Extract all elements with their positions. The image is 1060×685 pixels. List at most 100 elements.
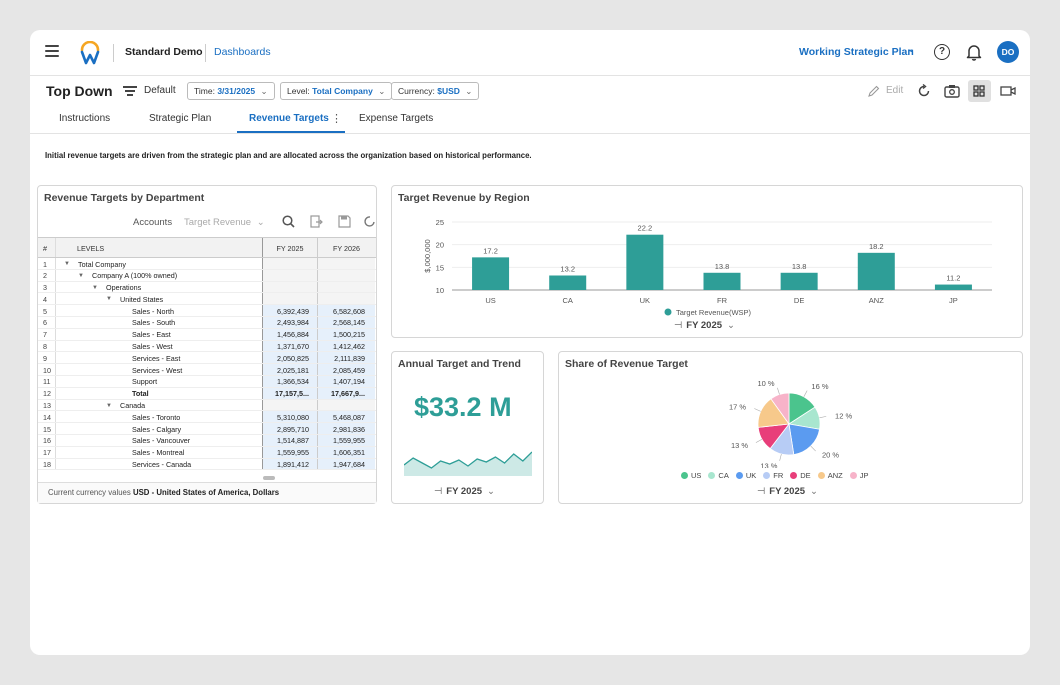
cell-fy2026[interactable]: 2,111,839 (317, 352, 375, 364)
table-row[interactable]: 1 ▼ Total Company (38, 258, 376, 270)
cell-fy2025[interactable]: 1,559,955 (262, 446, 317, 458)
table-row[interactable]: 8 Sales - West 1,371,670 1,412,462 (38, 340, 376, 353)
workday-logo[interactable] (79, 41, 101, 65)
expand-toggle-icon[interactable]: ▼ (106, 296, 112, 303)
cell-fy2025[interactable] (262, 258, 317, 269)
plan-selector[interactable]: Working Strategic Plan (799, 46, 914, 58)
table-row[interactable]: 6 Sales - South 2,493,984 2,568,145 (38, 316, 376, 329)
cell-fy2025[interactable] (262, 281, 317, 293)
cell-fy2026[interactable]: 1,407,194 (317, 375, 375, 387)
cell-fy2025[interactable]: 2,025,181 (262, 364, 317, 375)
cell-fy2026[interactable]: 1,559,955 (317, 434, 375, 446)
cell-fy2026[interactable] (317, 399, 375, 411)
tab-expense-targets[interactable]: Expense Targets (359, 113, 434, 124)
legend-item-jp[interactable]: JP (843, 471, 868, 480)
cell-fy2025[interactable] (262, 293, 317, 305)
cell-fy2026[interactable]: 2,981,836 (317, 423, 375, 434)
cell-fy2026[interactable]: 1,606,351 (317, 446, 375, 458)
refresh-icon[interactable] (917, 84, 931, 98)
avatar[interactable]: DO (997, 41, 1019, 63)
header-levels[interactable]: LEVELS (77, 244, 105, 253)
cell-fy2025[interactable]: 2,493,984 (262, 316, 317, 328)
cell-fy2026[interactable]: 5,468,087 (317, 411, 375, 423)
pencil-icon[interactable] (868, 85, 880, 97)
header-fy2026[interactable]: FY 2026 (317, 238, 375, 257)
expand-toggle-icon[interactable]: ▼ (106, 402, 112, 409)
presentation-icon[interactable] (1000, 85, 1016, 97)
table-row[interactable]: 17 Sales - Montreal 1,559,955 1,606,351 (38, 446, 376, 459)
level-filter[interactable]: Level: Total Company ⌄ (280, 82, 393, 100)
table-row[interactable]: 16 Sales - Vancouver 1,514,887 1,559,955 (38, 434, 376, 447)
header-fy2025[interactable]: FY 2025 (262, 238, 317, 257)
cell-fy2026[interactable]: 6,582,608 (317, 305, 375, 316)
cell-fy2026[interactable]: 1,412,462 (317, 340, 375, 352)
filter-icon[interactable] (123, 86, 137, 98)
cell-fy2025[interactable]: 2,050,825 (262, 352, 317, 364)
cell-fy2025[interactable]: 5,310,080 (262, 411, 317, 423)
table-row[interactable]: 15 Sales - Calgary 2,895,710 2,981,836 (38, 423, 376, 435)
search-icon[interactable] (282, 215, 295, 228)
cell-fy2026[interactable]: 2,085,459 (317, 364, 375, 375)
table-row[interactable]: 5 Sales - North 6,392,439 6,582,608 (38, 305, 376, 317)
legend-item-anz[interactable]: ANZ (811, 471, 843, 480)
tab-revenue-targets[interactable]: Revenue Targets (249, 113, 329, 124)
expand-toggle-icon[interactable]: ▼ (64, 261, 70, 267)
expand-toggle-icon[interactable]: ▼ (92, 284, 98, 291)
pie-slice-jp[interactable] (770, 392, 790, 426)
table-row[interactable]: 2 ▼ Company A (100% owned) (38, 269, 376, 282)
cell-fy2025[interactable]: 6,392,439 (262, 305, 317, 316)
cell-fy2025[interactable]: 1,371,670 (262, 340, 317, 352)
table-row[interactable]: 7 Sales - East 1,456,884 1,500,215 (38, 328, 376, 341)
cell-fy2026[interactable] (317, 269, 375, 281)
cell-fy2026[interactable]: 1,947,684 (317, 458, 375, 470)
legend-item-ca[interactable]: CA (701, 471, 729, 480)
period-selector[interactable]: ⊣ FY 2025 ⌄ (434, 486, 495, 497)
legend-item-us[interactable]: US (674, 471, 701, 480)
edit-button[interactable]: Edit (886, 85, 904, 96)
cell-fy2025[interactable] (262, 269, 317, 281)
cell-fy2025[interactable]: 17,157,5... (262, 387, 317, 399)
horizontal-scrollbar[interactable] (263, 476, 275, 480)
table-row[interactable]: 9 Services - East 2,050,825 2,111,839 (38, 352, 376, 365)
table-row[interactable]: 11 Support 1,366,534 1,407,194 (38, 375, 376, 388)
table-row[interactable]: 18 Services - Canada 1,891,412 1,947,684 (38, 458, 376, 471)
cell-fy2025[interactable] (262, 399, 317, 411)
cell-fy2025[interactable]: 2,895,710 (262, 423, 317, 434)
table-row[interactable]: 4 ▼ United States (38, 293, 376, 306)
currency-filter[interactable]: Currency: $USD ⌄ (391, 82, 480, 100)
grid-view-button[interactable] (968, 80, 991, 102)
table-row[interactable]: 13 ▼ Canada (38, 399, 376, 412)
app-name[interactable]: Standard Demo (125, 46, 203, 58)
tab-instructions[interactable]: Instructions (59, 113, 111, 124)
cell-fy2026[interactable]: 17,667,9... (317, 387, 375, 399)
table-row[interactable]: 14 Sales - Toronto 5,310,080 5,468,087 (38, 411, 376, 424)
view-selector[interactable]: Default (144, 85, 176, 96)
cell-fy2026[interactable] (317, 281, 375, 293)
table-row[interactable]: 3 ▼ Operations (38, 281, 376, 294)
cell-fy2026[interactable]: 1,500,215 (317, 328, 375, 340)
tab-strategic-plan[interactable]: Strategic Plan (149, 113, 212, 124)
save-icon[interactable] (338, 215, 351, 228)
legend-item-uk[interactable]: UK (729, 471, 756, 480)
legend-item-de[interactable]: DE (783, 471, 811, 480)
expand-toggle-icon[interactable]: ▼ (78, 272, 84, 279)
period-selector[interactable]: ⊣ FY 2025 ⌄ (757, 486, 818, 497)
cell-fy2025[interactable]: 1,514,887 (262, 434, 317, 446)
more-options-icon[interactable]: ⋮ (331, 113, 342, 125)
breadcrumb-dashboards[interactable]: Dashboards (214, 46, 271, 58)
chevron-down-icon[interactable]: ⌄ (907, 44, 916, 55)
export-icon[interactable] (310, 215, 323, 228)
cell-fy2026[interactable]: 2,568,145 (317, 316, 375, 328)
refresh-icon[interactable] (364, 215, 376, 228)
pie-slice-uk[interactable] (788, 423, 821, 456)
cell-fy2025[interactable]: 1,366,534 (262, 375, 317, 387)
period-selector[interactable]: ⊣ FY 2025 ⌄ (674, 320, 735, 331)
table-row[interactable]: 12 Total 17,157,5... 17,667,9... (38, 387, 376, 400)
cell-fy2025[interactable]: 1,891,412 (262, 458, 317, 470)
help-icon[interactable]: ? (934, 44, 950, 60)
cell-fy2026[interactable] (317, 293, 375, 305)
bell-icon[interactable] (966, 43, 982, 61)
menu-icon[interactable] (45, 45, 59, 57)
accounts-selector[interactable]: Target Revenue ⌄ (184, 217, 265, 228)
camera-icon[interactable] (944, 84, 960, 98)
